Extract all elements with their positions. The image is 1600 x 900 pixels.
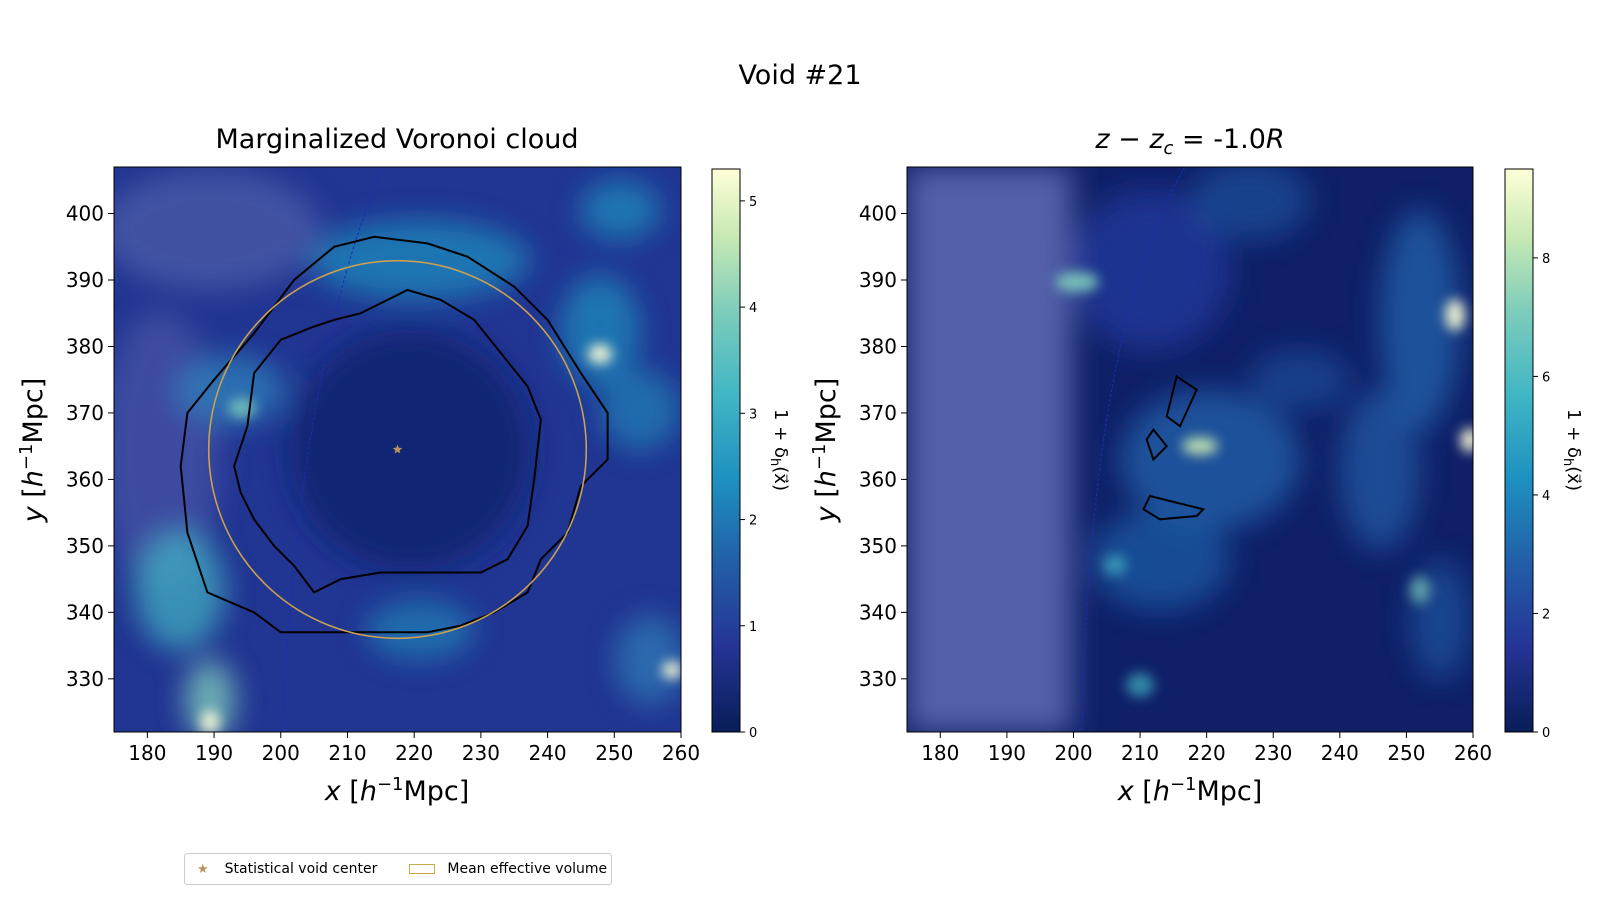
y-tick-label: 380 (859, 334, 897, 358)
figure-title: Void #21 (738, 60, 861, 91)
legend-item-volume: Mean effective volume (377, 861, 607, 877)
panel1-xlabel: x [h−1Mpc] (324, 774, 470, 807)
y-tick-label: 390 (859, 268, 897, 292)
density-contour (233, 288, 542, 594)
y-tick-label: 400 (66, 202, 104, 226)
x-tick-label: 220 (1188, 741, 1226, 765)
y-tick-label: 330 (859, 667, 897, 691)
heatmap1-overlays (179, 235, 609, 640)
y-tick-label: 330 (66, 667, 104, 691)
x-tick-label: 180 (921, 741, 959, 765)
y-tick-label: 390 (66, 268, 104, 292)
x-tick-label: 260 (662, 741, 700, 765)
mean-effective-volume-circle (207, 259, 588, 640)
void-center-star (392, 444, 403, 454)
y-tick-label: 370 (859, 401, 897, 425)
y-tick-label: 380 (66, 334, 104, 358)
panel1-ylabel: y [h−1Mpc] (16, 378, 49, 524)
heatmap2-structures (907, 167, 1470, 732)
density-contour (1145, 427, 1169, 462)
legend-label-center: Statistical void center (224, 861, 378, 877)
colorbar-tick-label: 3 (749, 407, 757, 422)
panel2-ylabel: y [h−1Mpc] (809, 378, 842, 524)
x-tick-label: 210 (1121, 741, 1159, 765)
y-tick-label: 340 (859, 600, 897, 624)
x-tick-label: 200 (1054, 741, 1092, 765)
x-tick-label: 240 (1321, 741, 1359, 765)
x-tick-label: 210 (328, 741, 366, 765)
x-tick-label: 190 (988, 741, 1026, 765)
colorbar-tick-label: 2 (749, 514, 757, 529)
colorbar1 (711, 168, 741, 733)
density-contour (179, 235, 609, 634)
x-tick-label: 220 (395, 741, 433, 765)
colorbar-tick-label: 2 (1542, 607, 1550, 622)
colorbar-tick-label: 5 (749, 195, 757, 210)
y-tick-label: 400 (859, 202, 897, 226)
x-tick-label: 250 (595, 741, 633, 765)
star-icon: ★ (197, 861, 209, 877)
x-tick-label: 230 (1254, 741, 1292, 765)
x-tick-label: 200 (262, 741, 300, 765)
colorbar-tick-label: 6 (1542, 370, 1550, 385)
survey-boundary-2 (1081, 167, 1186, 732)
panel-marginalized: Marginalized Voronoi cloud (16, 124, 791, 807)
colorbar-tick-label: 4 (749, 301, 757, 316)
colorbar-tick-label: 4 (1542, 489, 1550, 504)
rectangle-icon (409, 864, 436, 874)
colorbar-tick-label: 8 (1542, 252, 1550, 267)
y-tick-label: 340 (66, 600, 104, 624)
x-tick-label: 240 (528, 741, 566, 765)
legend-item-center: ★ Statistical void center (185, 861, 377, 877)
y-tick-label: 370 (66, 401, 104, 425)
density-contour (1165, 374, 1198, 428)
y-tick-label: 350 (66, 534, 104, 558)
heatmap2-overlays (1142, 374, 1206, 521)
x-tick-label: 230 (462, 741, 500, 765)
colorbar2 (1504, 168, 1534, 733)
x-tick-label: 260 (1454, 741, 1492, 765)
y-tick-label: 350 (859, 534, 897, 558)
x-tick-label: 250 (1387, 741, 1425, 765)
density-contour (1142, 494, 1206, 521)
colorbar1-label: 1 + δh(x⃗) (767, 409, 791, 491)
colorbar-tick-label: 0 (749, 726, 757, 741)
y-tick-label: 360 (66, 467, 104, 491)
panel-slice: z − zc = -1.0R (809, 124, 1584, 807)
y-tick-label: 360 (859, 467, 897, 491)
heatmap1-structures (114, 170, 681, 732)
x-tick-label: 180 (128, 741, 166, 765)
legend-label-volume: Mean effective volume (447, 861, 608, 877)
colorbar-tick-label: 0 (1542, 726, 1550, 741)
panel1-title: Marginalized Voronoi cloud (215, 124, 578, 155)
panel2-xlabel: x [h−1Mpc] (1117, 774, 1263, 807)
colorbar-tick-label: 1 (749, 620, 757, 635)
legend: ★ Statistical void center Mean effective… (184, 853, 612, 885)
x-tick-label: 190 (195, 741, 233, 765)
panel2-title: z − zc = -1.0R (1094, 124, 1284, 159)
colorbar2-label: 1 + δh(x⃗) (1560, 409, 1584, 491)
